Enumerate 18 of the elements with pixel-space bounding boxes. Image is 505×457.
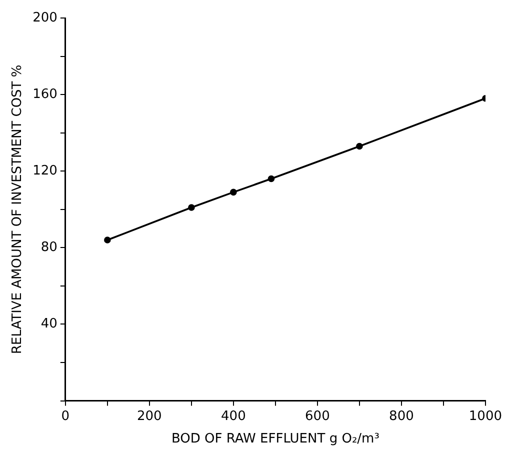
point bbox=[356, 142, 363, 150]
x-tick-label: 600 bbox=[305, 408, 330, 424]
x-tick-label: 0 bbox=[61, 408, 70, 424]
point bbox=[230, 188, 237, 196]
x-tick-label: 200 bbox=[137, 408, 162, 424]
x-axis-title: BOD OF RAW EFFLUENT g O₂/m³ bbox=[171, 432, 380, 447]
point bbox=[268, 175, 275, 182]
y-tick-label: 80 bbox=[40, 240, 58, 256]
x-tick-label: 1000 bbox=[468, 408, 502, 424]
point bbox=[188, 204, 195, 211]
y-tick-label: 160 bbox=[32, 86, 58, 102]
y-tick-label: 200 bbox=[32, 10, 58, 26]
x-tick-label: 800 bbox=[389, 408, 414, 424]
point bbox=[104, 236, 111, 244]
x-tick-label: 400 bbox=[221, 408, 246, 424]
y-tick-label: 120 bbox=[32, 163, 58, 178]
y-axis-title: RELATIVE AMOUNT OF INVESTMENT COST % bbox=[10, 64, 26, 354]
y-tick-label: 40 bbox=[40, 316, 58, 332]
